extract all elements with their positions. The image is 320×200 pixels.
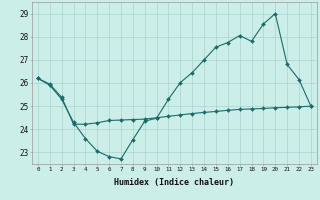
X-axis label: Humidex (Indice chaleur): Humidex (Indice chaleur) xyxy=(115,178,234,187)
